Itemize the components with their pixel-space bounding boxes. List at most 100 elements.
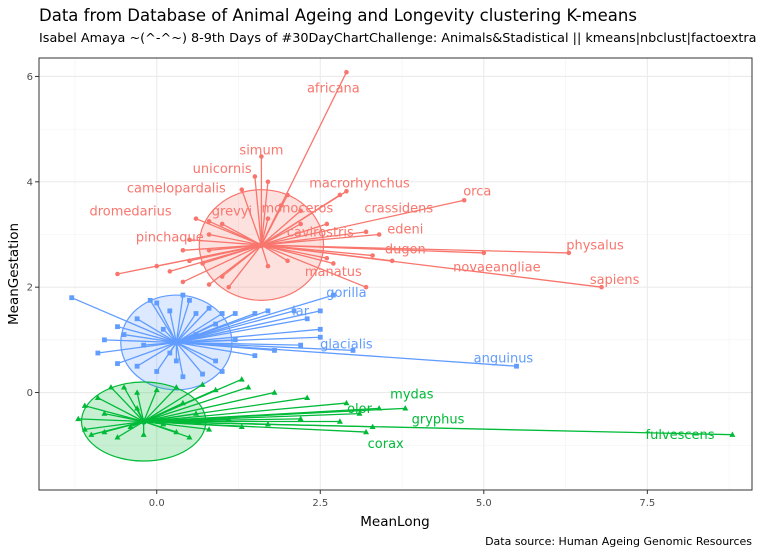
point-label: dromedarius xyxy=(90,204,172,219)
cluster-1-point xyxy=(265,179,271,185)
plot-border xyxy=(38,57,753,491)
cluster-3-point xyxy=(402,405,409,411)
y-tick-label: 0 xyxy=(27,388,33,399)
cluster-1-point xyxy=(206,282,212,287)
point-label: africana xyxy=(307,82,360,97)
cluster-3-point xyxy=(363,428,370,435)
point-label: lar xyxy=(292,304,310,319)
cluster-2-segment xyxy=(176,341,255,357)
cluster-2-point xyxy=(180,292,186,298)
cluster-2-point xyxy=(193,332,199,337)
cluster-2-segment xyxy=(176,310,321,344)
cluster-2-point xyxy=(213,358,219,364)
cluster-3-segment xyxy=(143,418,229,423)
cluster-3-point xyxy=(264,420,271,427)
point-label: olor xyxy=(347,402,373,417)
cluster-1-segment xyxy=(221,223,262,246)
point-label: cavirostris xyxy=(287,225,354,240)
cluster-3-point xyxy=(225,415,232,422)
cluster-3-point xyxy=(212,386,219,393)
center-segments xyxy=(71,71,733,438)
cluster-2-segment xyxy=(175,313,197,343)
cluster-2-point xyxy=(187,297,192,303)
point-label: mydas xyxy=(390,388,434,403)
cluster-3-point xyxy=(160,420,167,427)
cluster-1-point xyxy=(193,216,199,221)
cluster-2-segment xyxy=(136,318,177,344)
point-label: edeni xyxy=(387,223,423,238)
cluster-1-segment xyxy=(260,218,269,246)
cluster-1-point xyxy=(298,221,303,227)
cluster-1-point xyxy=(206,247,212,253)
cluster-2-point xyxy=(317,326,323,332)
cluster-2-segment xyxy=(176,341,223,373)
cluster-3-point xyxy=(127,423,134,429)
point-label: crassidens xyxy=(364,202,433,217)
cluster-3-segment xyxy=(143,420,210,431)
point-label: camelopardalis xyxy=(127,182,226,197)
point-label: manatus xyxy=(305,265,362,280)
cluster-2-point xyxy=(317,308,323,314)
cluster-2-point xyxy=(252,353,258,359)
x-tick-label: 2.5 xyxy=(312,498,328,509)
cluster-1-segment xyxy=(228,244,262,288)
cluster-2-point xyxy=(272,347,277,353)
cluster-3-point xyxy=(101,428,108,435)
cluster-3-point xyxy=(134,389,141,395)
cluster-2-segment xyxy=(175,342,204,375)
cluster-1-point xyxy=(337,192,343,198)
cluster-1-point xyxy=(599,284,604,290)
cluster-3-point xyxy=(245,384,252,390)
cluster-1-point xyxy=(285,192,290,198)
cluster-1-point xyxy=(259,154,264,159)
cluster-1-segment xyxy=(189,244,262,262)
cluster-1-center xyxy=(258,241,265,249)
cluster-2-point xyxy=(330,292,336,298)
cluster-1-point xyxy=(265,216,271,221)
cluster-3-point xyxy=(81,426,88,432)
cluster-2-segment xyxy=(176,341,517,367)
cluster-3-center xyxy=(140,418,147,425)
cluster-2-center xyxy=(173,339,180,346)
point-label: pinchaque xyxy=(136,231,204,246)
cluster-2-point xyxy=(200,371,205,377)
x-tick-label: 5.0 xyxy=(476,498,492,509)
cluster-2-segment xyxy=(176,339,236,344)
x-tick-label: 0.0 xyxy=(149,498,165,509)
cluster-2-point xyxy=(232,311,238,316)
point-label: novaeangliae xyxy=(453,261,541,276)
cluster-1-segment xyxy=(261,244,327,259)
cluster-2-segment xyxy=(156,302,177,343)
cluster-2-segment xyxy=(175,294,184,343)
data-points xyxy=(69,69,736,440)
point-label: glacialis xyxy=(320,338,373,353)
cluster-3-point xyxy=(271,389,278,395)
cluster-3-segment xyxy=(143,386,177,422)
x-axis-title: MeanLong xyxy=(360,514,429,530)
cluster-1-point xyxy=(219,274,225,279)
cluster-2-point xyxy=(134,363,140,369)
cluster-1-point xyxy=(344,188,349,194)
cluster-1-segment xyxy=(261,244,367,288)
cluster-1-point xyxy=(252,174,258,179)
cluster-2-point xyxy=(154,369,160,374)
cluster-2-point xyxy=(298,342,304,348)
cluster-1-point xyxy=(324,255,330,261)
y-tick-label: 6 xyxy=(27,72,33,83)
cluster-1-segment xyxy=(189,239,262,246)
cluster-1-point xyxy=(187,237,192,243)
cluster-3-point xyxy=(199,381,206,387)
cluster-1-segment xyxy=(209,244,262,251)
cluster-1-segment xyxy=(261,244,602,288)
cluster-3-point xyxy=(101,410,108,416)
point-label: physalus xyxy=(566,239,624,254)
cluster-2-point xyxy=(213,321,219,327)
cluster-1-segment xyxy=(260,210,302,246)
cluster-1-point xyxy=(324,221,330,227)
cluster-3-point xyxy=(81,402,88,408)
cluster-1-segment xyxy=(261,223,328,246)
cluster-3-point xyxy=(173,384,180,390)
cluster-1-point xyxy=(187,258,192,264)
cluster-2-point xyxy=(350,347,356,353)
